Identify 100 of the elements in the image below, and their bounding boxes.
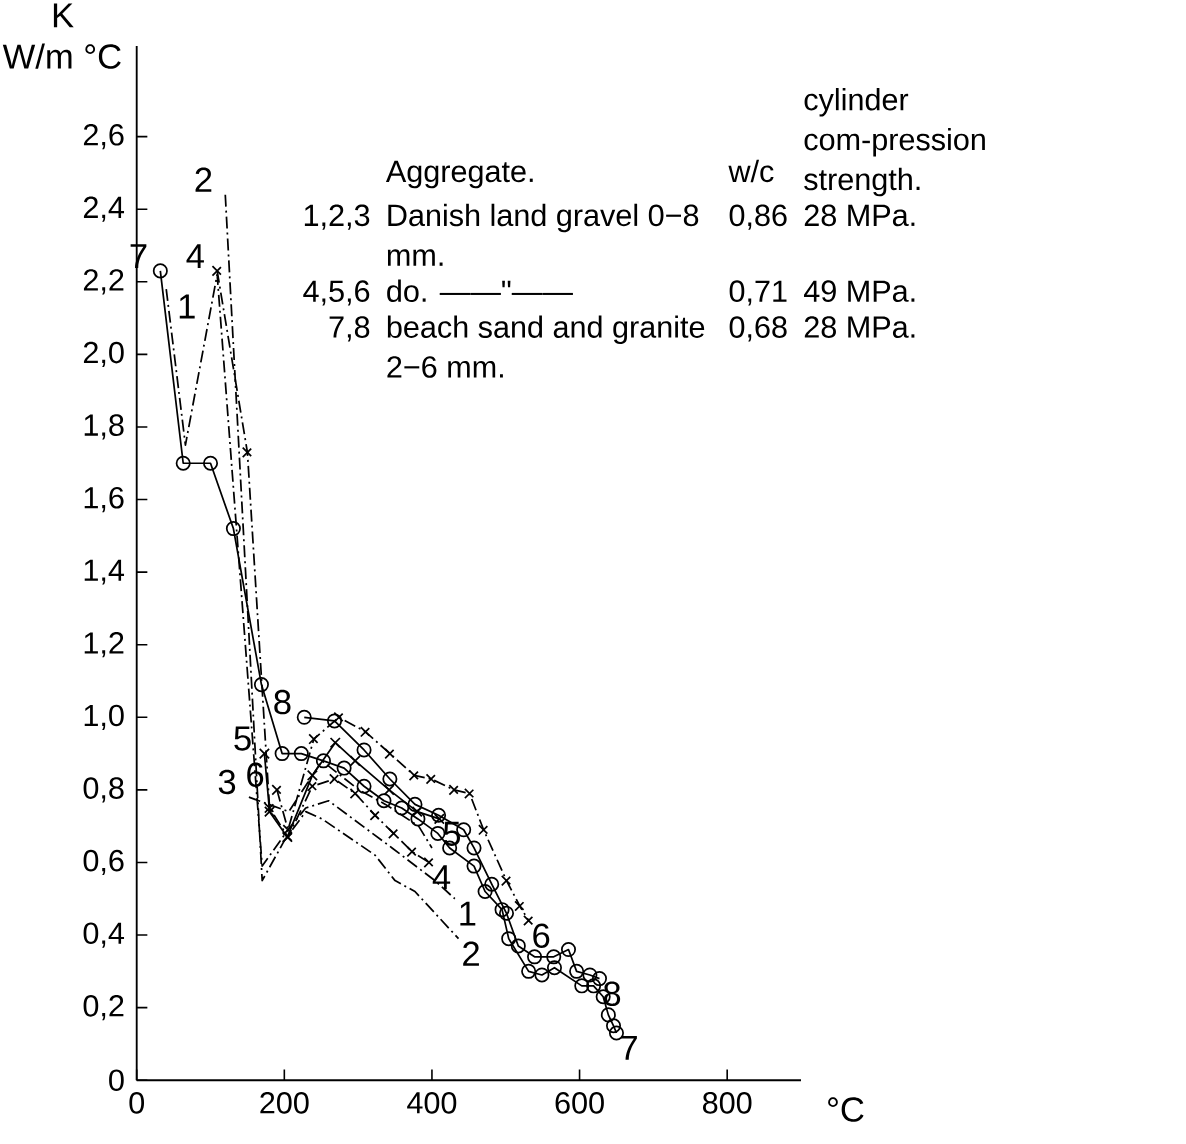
point bbox=[534, 967, 550, 983]
point bbox=[408, 769, 420, 781]
point bbox=[560, 942, 577, 958]
point bbox=[203, 455, 219, 471]
series-label: 2 bbox=[195, 167, 212, 192]
point bbox=[406, 845, 418, 858]
point bbox=[466, 840, 482, 856]
y-tick-label: 1,0 bbox=[84, 704, 124, 730]
point bbox=[600, 1007, 616, 1023]
point bbox=[241, 446, 253, 458]
point bbox=[293, 746, 309, 762]
point bbox=[306, 769, 318, 781]
text: 49 MPa. bbox=[803, 280, 915, 302]
annotation: beach sand and granite 2−6 mm. bbox=[387, 315, 705, 378]
annotation: 2 bbox=[463, 941, 479, 966]
point bbox=[296, 709, 312, 725]
y-tick-label: 0,8 bbox=[83, 777, 124, 803]
point bbox=[282, 824, 294, 836]
point bbox=[271, 784, 283, 796]
series-label: 4 bbox=[186, 244, 204, 268]
point bbox=[356, 742, 372, 758]
point bbox=[574, 978, 590, 994]
point bbox=[431, 807, 447, 823]
point bbox=[376, 793, 392, 809]
point bbox=[258, 747, 270, 760]
point bbox=[484, 876, 500, 892]
annotation: w/c bbox=[728, 159, 774, 183]
point bbox=[521, 963, 537, 979]
x-tick-label: 600 bbox=[555, 1091, 604, 1114]
x-tick-label: 0 bbox=[129, 1091, 145, 1114]
point bbox=[356, 778, 372, 794]
y-tick-label: 1,6 bbox=[84, 486, 124, 513]
annotation: 4 bbox=[432, 865, 451, 890]
point bbox=[211, 265, 223, 277]
point bbox=[394, 800, 410, 816]
annotation: 1 bbox=[460, 901, 476, 926]
point bbox=[326, 713, 343, 729]
annotation: 0,71 bbox=[729, 280, 787, 306]
point bbox=[477, 883, 493, 899]
point bbox=[546, 960, 562, 976]
y-tick-label: 0,4 bbox=[83, 922, 125, 948]
annotation: 1,2,3 bbox=[304, 204, 370, 230]
point bbox=[498, 905, 515, 921]
annotation: 7 bbox=[621, 1035, 637, 1060]
point bbox=[433, 813, 445, 825]
y-tick-label: 1,8 bbox=[84, 414, 124, 440]
point bbox=[349, 787, 361, 800]
point bbox=[369, 809, 381, 821]
annotation: do. ——"—— bbox=[387, 279, 573, 302]
x-tick-label: 800 bbox=[703, 1091, 752, 1114]
x-axis-title: °C bbox=[828, 1097, 864, 1122]
point bbox=[175, 455, 191, 471]
y-tick-label: 2,6 bbox=[83, 123, 124, 150]
point bbox=[329, 737, 341, 749]
text: 28 MPa. bbox=[804, 316, 915, 338]
annotation: Aggregate. bbox=[385, 160, 533, 189]
point bbox=[253, 677, 269, 693]
point bbox=[306, 780, 318, 792]
annotation: 0,86 bbox=[729, 204, 787, 230]
point bbox=[606, 1018, 622, 1034]
text: cylinder com-pression strength. bbox=[804, 88, 985, 197]
point bbox=[501, 931, 517, 947]
point bbox=[384, 747, 396, 760]
point bbox=[425, 773, 437, 785]
point bbox=[527, 949, 543, 965]
y-tick-label: 0 bbox=[109, 1069, 124, 1092]
point bbox=[586, 978, 602, 994]
series-label: 8 bbox=[274, 689, 291, 715]
x-tick-label: 200 bbox=[260, 1091, 309, 1114]
point bbox=[152, 263, 168, 279]
point bbox=[466, 858, 482, 874]
point bbox=[546, 949, 562, 965]
point bbox=[582, 967, 598, 983]
y-tick-label: 2,0 bbox=[83, 341, 124, 367]
series-label: 5 bbox=[234, 726, 251, 751]
point bbox=[448, 784, 460, 796]
annotation: 7,8 bbox=[329, 316, 370, 342]
annotation: 0,68 bbox=[729, 316, 787, 342]
point bbox=[315, 753, 331, 769]
series-label: 1 bbox=[179, 294, 195, 319]
point bbox=[225, 521, 241, 537]
annotation: 6 bbox=[533, 923, 550, 948]
point bbox=[407, 796, 423, 812]
point bbox=[569, 963, 585, 979]
annotation: 4,5,6 bbox=[303, 280, 370, 306]
point bbox=[382, 771, 398, 787]
series-label: 3 bbox=[218, 769, 236, 795]
annotation: Danish land gravel 0−8 mm. bbox=[387, 203, 699, 266]
point bbox=[308, 733, 320, 745]
y-tick-label: 2,4 bbox=[83, 196, 125, 222]
y-tick-label: 2,2 bbox=[83, 269, 124, 295]
point bbox=[510, 938, 526, 954]
y-tick-label: 0,6 bbox=[83, 849, 124, 876]
point bbox=[494, 902, 510, 918]
y-tick-label: 0,2 bbox=[83, 994, 124, 1021]
text: 28 MPa. bbox=[804, 204, 915, 227]
y-axis-title: K W/m °C bbox=[2, 3, 121, 69]
point bbox=[274, 746, 290, 762]
point bbox=[263, 806, 276, 818]
y-tick-label: 1,4 bbox=[84, 559, 125, 585]
